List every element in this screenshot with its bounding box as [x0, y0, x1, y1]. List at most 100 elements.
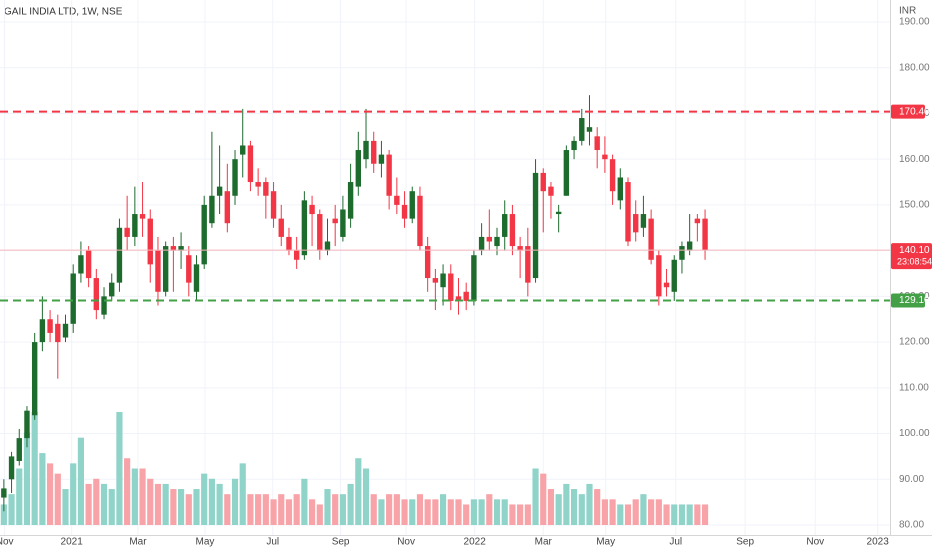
level-label: 129.10: [899, 295, 930, 306]
x-tick-label: Nov: [806, 537, 824, 548]
volume-bar: [355, 458, 362, 525]
candle-body: [8, 456, 15, 480]
candle-body: [702, 218, 708, 251]
volume-bar: [416, 494, 424, 525]
candle-body: [540, 172, 546, 192]
level-tag: [891, 293, 925, 308]
volume-bar: [648, 499, 655, 525]
volume-bar: [131, 468, 138, 525]
volume-bar: [216, 483, 223, 525]
volume-bar: [270, 499, 277, 525]
level-label: 170.40: [899, 106, 930, 117]
volume-bar: [23, 432, 31, 525]
x-tick-label: Nov: [0, 537, 14, 548]
volume-bar: [501, 499, 508, 525]
volume-bar: [100, 483, 108, 525]
candle-body: [201, 204, 207, 265]
volume-bar: [493, 499, 501, 525]
volume-bar: [663, 504, 670, 525]
candle-body: [324, 241, 331, 251]
volume-bar: [701, 504, 709, 525]
volume-bar: [694, 504, 701, 525]
candle-body: [132, 214, 138, 237]
candle-body: [517, 246, 523, 251]
x-tick-label: 2021: [61, 537, 84, 548]
volume-bar: [678, 504, 686, 525]
candle-body: [93, 278, 100, 311]
candle-body: [394, 195, 400, 205]
volume-bar: [70, 463, 77, 525]
volume-bar: [686, 504, 693, 525]
candle-body: [532, 172, 539, 279]
volume-bar: [578, 494, 585, 525]
candle-body: [378, 154, 385, 164]
candle-body: [162, 246, 169, 292]
volume-bar: [116, 412, 123, 525]
candle-body: [355, 150, 362, 187]
candle-body: [633, 214, 639, 233]
volume-bar: [632, 499, 639, 525]
candle-body: [332, 218, 338, 224]
volume-bar: [47, 463, 54, 525]
candle-body: [401, 204, 408, 219]
candle-body: [109, 282, 115, 297]
x-tick-label: 2023: [867, 537, 890, 548]
volume-bar: [424, 499, 431, 525]
candle-body: [286, 236, 292, 251]
candle-body: [686, 241, 693, 251]
candle-body: [240, 145, 246, 155]
candle-body: [371, 140, 377, 164]
candle-body: [563, 150, 570, 196]
candle-body: [478, 236, 485, 251]
volume-bar: [285, 499, 293, 525]
volume-bar: [77, 437, 84, 525]
candle-body: [648, 218, 654, 260]
volume-bar: [439, 494, 447, 525]
volume-bar: [401, 499, 408, 525]
volume-bar: [463, 504, 470, 525]
x-tick-label: Mar: [535, 537, 553, 548]
chart-title: GAIL INDIA LTD, 1W, NSE: [4, 7, 123, 18]
candle-body: [671, 259, 677, 292]
candle-body: [301, 200, 308, 256]
candle-body: [571, 140, 577, 151]
volume-bar: [617, 504, 624, 525]
candle-body: [494, 236, 500, 247]
candle-body: [224, 191, 231, 224]
candle-body: [579, 118, 585, 141]
volume-bar: [393, 494, 400, 525]
candle-body: [70, 273, 76, 324]
volume-bar: [447, 499, 454, 525]
candle-body: [663, 282, 670, 288]
candle-body: [640, 214, 647, 228]
candle-body: [178, 246, 184, 251]
volume-bar: [517, 504, 524, 525]
candle-body: [317, 214, 323, 251]
candle-body: [471, 255, 477, 301]
candle-body: [417, 195, 423, 247]
candle-body: [525, 246, 531, 283]
volume-bar: [563, 483, 570, 525]
candle-body: [209, 195, 215, 224]
volume-bar: [108, 489, 115, 525]
candle-body: [440, 273, 446, 288]
currency-label: INR: [899, 6, 916, 17]
candle-body: [347, 182, 354, 219]
volume-bar: [624, 504, 632, 525]
candle-body: [340, 209, 346, 237]
volume-bar: [547, 489, 555, 525]
candle-body: [509, 214, 516, 247]
y-tick-label: 80.00: [899, 520, 924, 531]
candle-body: [263, 182, 269, 196]
volume-bar: [455, 499, 462, 525]
volume-bar: [370, 494, 377, 525]
x-tick-label: May: [196, 537, 215, 548]
candle-body: [55, 323, 61, 343]
volume-bar: [671, 504, 678, 525]
volume-bar: [316, 504, 323, 525]
volume-bar: [247, 494, 254, 525]
candle-body: [78, 255, 84, 274]
candle-body: [85, 250, 92, 279]
volume-bar: [139, 468, 146, 525]
candle-body: [309, 204, 315, 215]
